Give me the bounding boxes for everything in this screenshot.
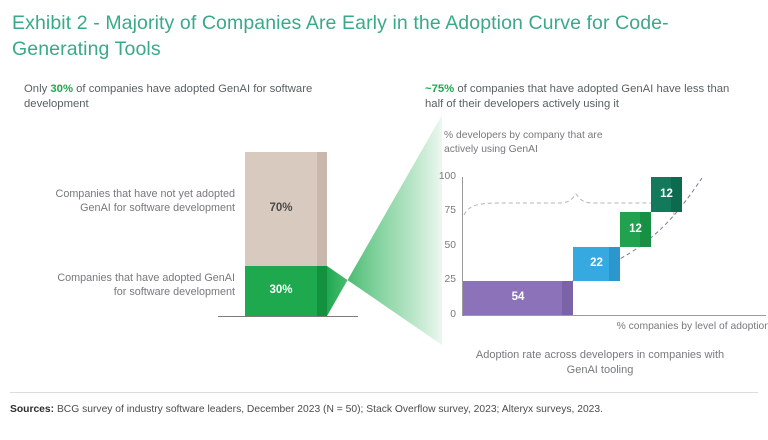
subhead-left-after: of companies have adopted GenAI for soft… xyxy=(24,83,313,110)
y-tick-50: 50 xyxy=(444,240,456,251)
y-tick-0: 0 xyxy=(450,309,456,320)
y-axis-line xyxy=(462,177,464,316)
footer-divider xyxy=(10,392,758,393)
y-tick-25: 25 xyxy=(444,274,456,285)
bar-segment-adopted-side xyxy=(317,266,327,316)
right-chart-caption: Adoption rate across developers in compa… xyxy=(475,349,725,376)
subhead-left-before: Only xyxy=(24,83,51,95)
step-block-25-50[interactable]: 22 xyxy=(573,247,620,281)
step-block-0-25-face xyxy=(463,281,573,315)
page-title: Exhibit 2 - Majority of Companies Are Ea… xyxy=(12,12,669,60)
step-block-25-50-value: 22 xyxy=(590,257,603,269)
bar-label-not-adopted: Companies that have not yet adopted GenA… xyxy=(55,188,235,214)
step-block-0-25-value: 54 xyxy=(511,291,525,303)
step-block-25-50-shade xyxy=(609,247,620,281)
sources-text: BCG survey of industry software leaders,… xyxy=(54,404,604,415)
y-tick-100: 100 xyxy=(438,171,456,182)
bar-baseline-axis xyxy=(218,316,358,317)
subhead-right: ~75% of companies that have adopted GenA… xyxy=(425,82,750,112)
x-axis-title: % companies by level of adoption xyxy=(616,321,768,332)
bar-value-adopted: 30% xyxy=(269,284,293,296)
step-block-75-100[interactable]: 12 xyxy=(651,177,682,212)
bar-label-adopted: Companies that have adopted GenAI for so… xyxy=(57,272,235,298)
step-block-75-100-value: 12 xyxy=(660,188,673,200)
subhead-left-highlight: 30% xyxy=(50,83,73,95)
step-block-50-75[interactable]: 12 xyxy=(620,212,651,247)
step-block-50-75-value: 12 xyxy=(629,223,642,235)
bar-segment-adopted xyxy=(245,266,327,316)
bar-value-not-adopted: 70% xyxy=(269,202,293,214)
subhead-left: Only 30% of companies have adopted GenAI… xyxy=(24,82,314,112)
bar-segment-not-adopted xyxy=(245,152,327,266)
bar-segment-not-adopted-side xyxy=(317,152,327,266)
zoom-connector-wedge xyxy=(327,115,442,345)
y-axis-title: % developers by company that are activel… xyxy=(444,130,603,155)
right-step-chart: % developers by company that are activel… xyxy=(430,115,768,345)
subhead-right-highlight: ~75% xyxy=(425,83,455,95)
sources-label: Sources: xyxy=(10,404,55,415)
subhead-right-after: of companies that have adopted GenAI hav… xyxy=(425,83,730,110)
step-block-50-75-shade xyxy=(640,212,651,247)
step-block-0-25-shade xyxy=(562,281,573,315)
y-tick-75: 75 xyxy=(444,205,456,216)
x-axis-line xyxy=(462,315,766,317)
step-block-75-100-shade xyxy=(671,177,682,212)
sources-note: Sources: BCG survey of industry software… xyxy=(10,404,758,415)
step-block-0-25[interactable]: 54 xyxy=(463,281,573,315)
left-stacked-bar-chart: Companies that have not yet adopted GenA… xyxy=(0,0,400,340)
